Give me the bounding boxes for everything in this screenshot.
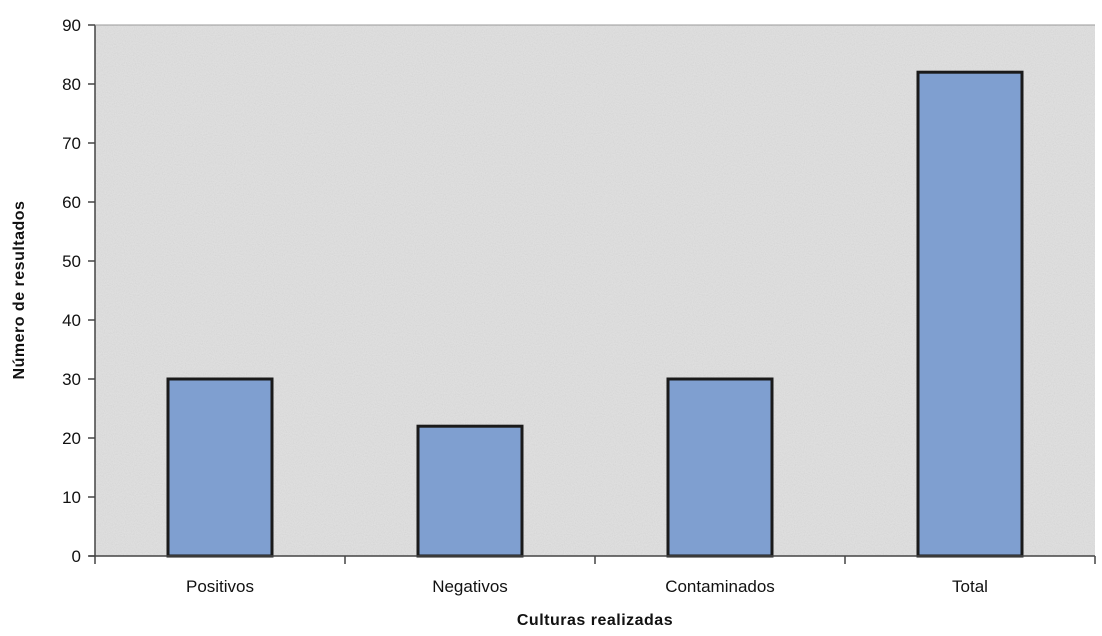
- y-tick-label: 20: [62, 429, 81, 448]
- y-tick-label: 70: [62, 134, 81, 153]
- bar-positivos: [166, 377, 274, 558]
- x-tick-label: Total: [952, 577, 988, 596]
- x-axis-title: Culturas realizadas: [517, 612, 673, 629]
- y-axis-title: Número de resultados: [11, 201, 28, 380]
- bars-layer: [166, 70, 1024, 558]
- y-tick-label: 50: [62, 252, 81, 271]
- x-tick-label: Contaminados: [665, 577, 775, 596]
- x-tick-label: Negativos: [432, 577, 508, 596]
- y-tick-label: 30: [62, 370, 81, 389]
- y-tick-label: 40: [62, 311, 81, 330]
- y-tick-label: 60: [62, 193, 81, 212]
- x-tick-label: Positivos: [186, 577, 254, 596]
- y-tick-label: 90: [62, 16, 81, 35]
- axes-layer: 0 10 20 30 40 50 60 70 80 90 Positivos Negativos Con…: [62, 16, 1096, 596]
- bar-negativos: [416, 424, 524, 558]
- y-tick-label: 80: [62, 75, 81, 94]
- y-tick-label: 0: [72, 547, 81, 566]
- bar-contaminados: [666, 377, 774, 558]
- bar-total: [916, 70, 1024, 558]
- y-tick-label: 10: [62, 488, 81, 507]
